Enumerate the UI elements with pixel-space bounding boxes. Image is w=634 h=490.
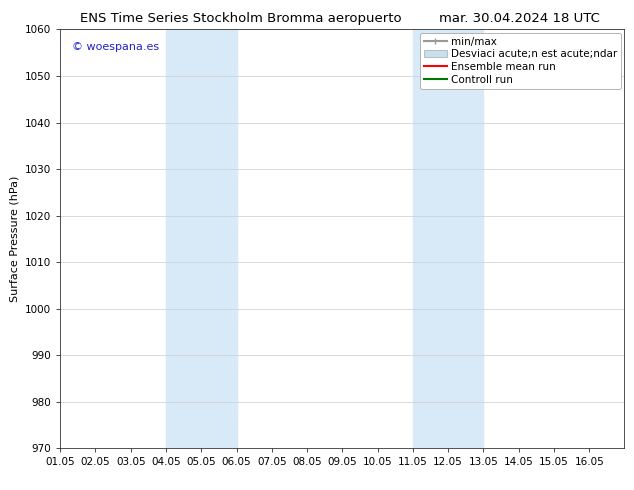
Legend: min/max, Desviaci acute;n est acute;ndar, Ensemble mean run, Controll run: min/max, Desviaci acute;n est acute;ndar… bbox=[420, 32, 621, 89]
Text: © woespana.es: © woespana.es bbox=[72, 42, 158, 52]
Text: mar. 30.04.2024 18 UTC: mar. 30.04.2024 18 UTC bbox=[439, 12, 600, 25]
Text: ENS Time Series Stockholm Bromma aeropuerto: ENS Time Series Stockholm Bromma aeropue… bbox=[80, 12, 402, 25]
Y-axis label: Surface Pressure (hPa): Surface Pressure (hPa) bbox=[10, 176, 20, 302]
Bar bbox=[413, 29, 484, 448]
Bar bbox=[166, 29, 236, 448]
